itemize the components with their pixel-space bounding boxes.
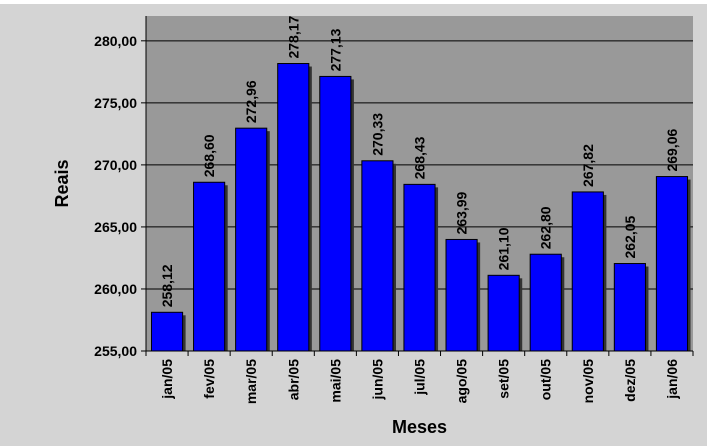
x-tick-label: mar/05	[243, 359, 259, 404]
x-tick-label: fev/05	[201, 359, 217, 399]
bar-value-label: 261,10	[496, 227, 512, 270]
x-tick-label: jun/05	[369, 359, 385, 401]
x-axis-title: Meses	[392, 417, 447, 437]
bar-value-label: 270,33	[369, 113, 385, 156]
bar-value-label: 263,99	[454, 191, 470, 234]
bar	[361, 160, 394, 352]
y-axis-title: Reais	[52, 159, 72, 207]
x-tick-label: nov/05	[580, 359, 596, 404]
bar-value-label: 262,80	[538, 206, 554, 249]
bar-value-label: 268,60	[201, 134, 217, 177]
bar	[150, 311, 184, 352]
y-tick-label: 265,00	[94, 219, 137, 235]
y-tick-label: 255,00	[94, 343, 137, 359]
x-tick-label: abr/05	[285, 359, 301, 400]
bar-value-label: 272,96	[243, 80, 259, 123]
bar	[487, 274, 520, 352]
y-tick-label: 270,00	[94, 157, 137, 173]
y-tick-label: 260,00	[94, 281, 137, 297]
y-axis-ticks: 255,00 260,00 265,00 270,00 275,00 280,00	[94, 16, 693, 359]
bar	[403, 183, 436, 352]
data-labels: 258,12 268,60 272,96 278,17 277,13 270,33 268,…	[159, 15, 680, 307]
bar-value-label: 268,43	[412, 136, 428, 179]
bar-value-label: 267,82	[580, 144, 596, 187]
bar	[277, 63, 310, 352]
bar	[445, 238, 478, 352]
bar	[655, 176, 689, 352]
x-tick-label: set/05	[496, 359, 512, 399]
bars	[150, 63, 691, 352]
bar-value-label: 269,06	[664, 129, 680, 172]
bar	[193, 181, 226, 352]
bar	[613, 263, 646, 352]
x-tick-label: mai/05	[327, 359, 343, 403]
x-tick-label: dez/05	[622, 359, 638, 402]
x-axis-ticks: jan/05 fev/05 mar/05 abr/05 mai/05 jun/05 jul/…	[145, 351, 694, 404]
x-tick-label: jul/05	[412, 359, 428, 396]
bar-value-label: 258,12	[159, 264, 175, 307]
bar-value-label: 278,17	[285, 15, 301, 58]
x-tick-label: jan/06	[664, 359, 680, 400]
bar	[235, 127, 268, 352]
bar-value-label: 262,05	[622, 215, 638, 258]
bar-value-label: 277,13	[327, 28, 343, 71]
bar	[571, 191, 604, 352]
x-tick-label: out/05	[538, 359, 554, 400]
y-tick-label: 280,00	[94, 33, 137, 49]
y-tick-label: 275,00	[94, 95, 137, 111]
bar	[319, 75, 352, 352]
bar	[529, 253, 562, 352]
x-tick-label: ago/05	[454, 359, 470, 404]
x-tick-label: jan/05	[159, 359, 175, 400]
